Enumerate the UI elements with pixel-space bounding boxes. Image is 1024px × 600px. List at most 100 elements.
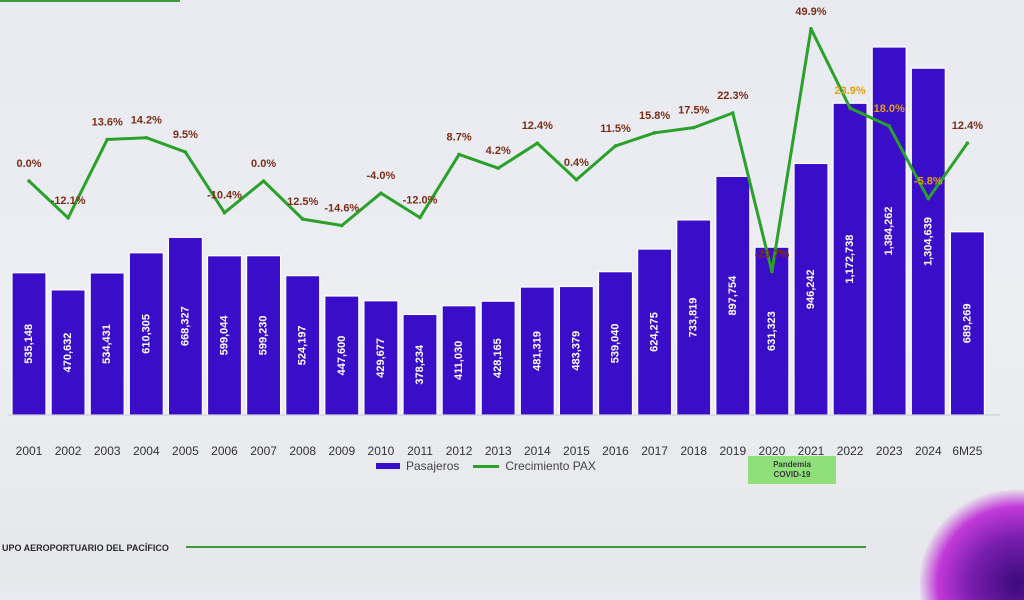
growth-value-label: 9.5% bbox=[173, 129, 198, 141]
legend: Pasajeros Crecimiento PAX bbox=[376, 458, 596, 474]
growth-value-label: 18.0% bbox=[874, 103, 905, 115]
bar-value-label: 447,600 bbox=[336, 336, 348, 376]
growth-value-label: -29.7% bbox=[754, 249, 789, 261]
bar-value-label: 481,319 bbox=[531, 331, 543, 371]
bar-value-label: 534,431 bbox=[101, 324, 113, 364]
x-tick-labels: 2001 2002 2003 2004 2005 2006 2007 2008 2009 2010… bbox=[16, 444, 983, 458]
growth-point-2014 bbox=[535, 141, 540, 145]
growth-point-2012 bbox=[457, 152, 461, 157]
growth-value-label: 17.5% bbox=[678, 105, 709, 117]
bar-value-label: 599,044 bbox=[219, 315, 231, 356]
bars-layer: 535,148 470,632 534,431 610,305 668,327 599,0… bbox=[11, 46, 986, 416]
growth-point-2018 bbox=[691, 125, 696, 130]
growth-point-2021 bbox=[809, 27, 813, 31]
growth-point-2024 bbox=[926, 196, 931, 201]
bar-2004 bbox=[128, 252, 164, 416]
x-tick-label: 2007 bbox=[250, 444, 277, 458]
growth-point-2002 bbox=[66, 216, 70, 220]
bar-value-label: 610,305 bbox=[140, 314, 152, 354]
legend-label-passengers: Pasajeros bbox=[406, 459, 460, 473]
x-tick-label: 2010 bbox=[368, 444, 395, 458]
growth-point-2008 bbox=[300, 217, 305, 221]
footer-company-name: UPO AEROPORTUARIO DEL PACÍFICO bbox=[2, 543, 169, 553]
legend-swatch-line bbox=[473, 464, 500, 468]
bar-2006 bbox=[206, 255, 243, 416]
x-tick-label: 2001 bbox=[16, 444, 43, 458]
x-tick-label: 2013 bbox=[485, 444, 512, 458]
legend-label-growth: Crecimiento PAX bbox=[505, 459, 596, 473]
bar-2020 bbox=[754, 246, 790, 416]
growth-point-2005 bbox=[183, 150, 188, 154]
growth-point-2009 bbox=[340, 223, 344, 228]
x-tick-label: 2006 bbox=[211, 444, 238, 458]
x-tick-label: 2003 bbox=[94, 444, 121, 458]
bar-2016 bbox=[597, 271, 634, 416]
bar-2021 bbox=[793, 162, 829, 416]
growth-value-label: 8.7% bbox=[447, 131, 472, 143]
bar-value-label: 733,819 bbox=[688, 298, 700, 338]
bar-value-label: 524,197 bbox=[297, 325, 309, 365]
growth-point-2006 bbox=[222, 210, 227, 215]
bar-value-label: 378,234 bbox=[414, 344, 426, 385]
bar-value-label: 411,030 bbox=[453, 341, 465, 380]
bar-2010 bbox=[363, 300, 399, 416]
x-tick-label: 2012 bbox=[446, 444, 473, 458]
bar-value-label: 428,165 bbox=[492, 338, 504, 378]
x-tick-label: 2018 bbox=[680, 444, 707, 458]
growth-value-label: 0.0% bbox=[251, 158, 276, 170]
growth-value-label: 22.3% bbox=[717, 90, 748, 102]
bar-value-label: 535,148 bbox=[23, 324, 35, 364]
bar-2011 bbox=[402, 313, 438, 416]
bar-2023 bbox=[871, 46, 907, 416]
x-tick-label: 2019 bbox=[719, 444, 746, 458]
bar-2002 bbox=[50, 289, 86, 416]
bar-2012 bbox=[441, 305, 477, 416]
bar-value-label: 1,304,639 bbox=[922, 217, 934, 266]
legend-item-passengers: Pasajeros bbox=[376, 459, 459, 473]
growth-point-6M25 bbox=[965, 141, 970, 145]
growth-point-2013 bbox=[496, 166, 501, 170]
bar-value-label: 624,275 bbox=[649, 312, 661, 352]
bar-value-label: 539,040 bbox=[610, 323, 622, 363]
footer-rule bbox=[186, 546, 866, 548]
x-tick-label: 2022 bbox=[837, 444, 864, 458]
legend-swatch-bar bbox=[376, 463, 400, 469]
growth-point-2017 bbox=[652, 131, 657, 135]
bar-value-label: 599,230 bbox=[258, 315, 270, 355]
bar-2019 bbox=[715, 175, 751, 416]
bar-2018 bbox=[676, 219, 712, 416]
growth-value-label: -5.8% bbox=[914, 176, 943, 188]
growth-value-label: -12.1% bbox=[51, 195, 86, 207]
growth-point-2022 bbox=[848, 106, 852, 110]
bar-2014 bbox=[519, 286, 555, 416]
growth-point-2001 bbox=[27, 179, 31, 183]
growth-value-label: 11.5% bbox=[600, 123, 631, 135]
growth-point-2015 bbox=[574, 177, 579, 182]
x-tick-label: 2002 bbox=[55, 444, 82, 458]
passenger-chart: 535,148 470,632 534,431 610,305 668,327 599,0… bbox=[8, 6, 1000, 458]
growth-value-label: 0.4% bbox=[564, 157, 589, 169]
bar-value-label: 689,269 bbox=[961, 303, 973, 343]
growth-value-label: -10.4% bbox=[207, 190, 242, 202]
growth-point-2007 bbox=[261, 179, 266, 183]
bar-value-label: 1,172,738 bbox=[844, 235, 856, 284]
bar-value-label: 429,677 bbox=[375, 338, 387, 378]
bar-2001 bbox=[11, 272, 47, 416]
x-tick-label: 2021 bbox=[798, 444, 825, 458]
bar-2017 bbox=[636, 248, 673, 416]
bar-value-label: 897,754 bbox=[727, 275, 739, 316]
x-tick-label: 2015 bbox=[563, 444, 590, 458]
growth-line-layer: 0.0%-12.1%13.6% 14.2%9.5%-10.4%0.0%12.5%-… bbox=[16, 6, 983, 274]
bar-value-label: 483,379 bbox=[570, 331, 582, 371]
growth-point-2010 bbox=[379, 191, 383, 195]
bar-2003 bbox=[89, 272, 125, 416]
growth-value-label: 4.2% bbox=[486, 145, 511, 157]
growth-value-label: 15.8% bbox=[639, 110, 670, 122]
x-tick-label: 2023 bbox=[876, 444, 903, 458]
growth-value-label: 12.4% bbox=[952, 120, 983, 132]
growth-value-label: 23.9% bbox=[834, 85, 865, 97]
growth-value-label: 49.9% bbox=[795, 6, 826, 18]
covid-annotation-box: Pandemia COVID-19 bbox=[748, 456, 836, 484]
growth-point-2004 bbox=[144, 135, 149, 140]
bar-value-label: 470,632 bbox=[62, 333, 74, 373]
